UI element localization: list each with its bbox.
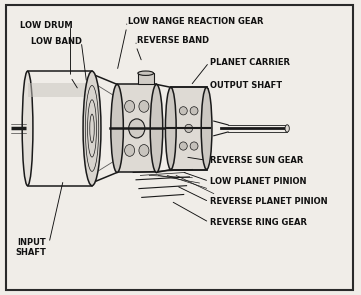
Text: LOW RANGE REACTION GEAR: LOW RANGE REACTION GEAR: [128, 17, 263, 26]
Bar: [27, 83, 92, 97]
Text: PLANET CARRIER: PLANET CARRIER: [210, 58, 290, 67]
Ellipse shape: [139, 101, 149, 112]
Ellipse shape: [129, 119, 145, 138]
Text: LOW BAND: LOW BAND: [31, 37, 82, 46]
Ellipse shape: [125, 145, 135, 156]
Bar: [171, 87, 206, 170]
Ellipse shape: [185, 124, 193, 132]
Bar: [117, 84, 156, 173]
Ellipse shape: [22, 71, 33, 186]
Ellipse shape: [190, 142, 198, 150]
Ellipse shape: [111, 84, 123, 173]
Ellipse shape: [165, 87, 176, 170]
Text: LOW PLANET PINION: LOW PLANET PINION: [210, 177, 307, 186]
Text: LOW DRUM: LOW DRUM: [20, 21, 73, 30]
Ellipse shape: [201, 87, 212, 170]
Ellipse shape: [179, 142, 187, 150]
Text: REVERSE SUN GEAR: REVERSE SUN GEAR: [210, 156, 304, 165]
Ellipse shape: [150, 84, 163, 173]
Ellipse shape: [83, 71, 101, 186]
Ellipse shape: [285, 125, 289, 132]
Ellipse shape: [139, 145, 149, 156]
Text: REVERSE BAND: REVERSE BAND: [137, 36, 209, 45]
Text: OUTPUT SHAFT: OUTPUT SHAFT: [210, 81, 282, 90]
Ellipse shape: [179, 107, 187, 115]
Text: REVERSE RING GEAR: REVERSE RING GEAR: [210, 218, 307, 227]
Ellipse shape: [138, 71, 153, 76]
Ellipse shape: [190, 107, 198, 115]
Text: REVERSE PLANET PINION: REVERSE PLANET PINION: [210, 197, 328, 206]
Bar: [138, 73, 153, 84]
Text: INPUT
SHAFT: INPUT SHAFT: [16, 238, 47, 257]
Ellipse shape: [125, 101, 135, 112]
